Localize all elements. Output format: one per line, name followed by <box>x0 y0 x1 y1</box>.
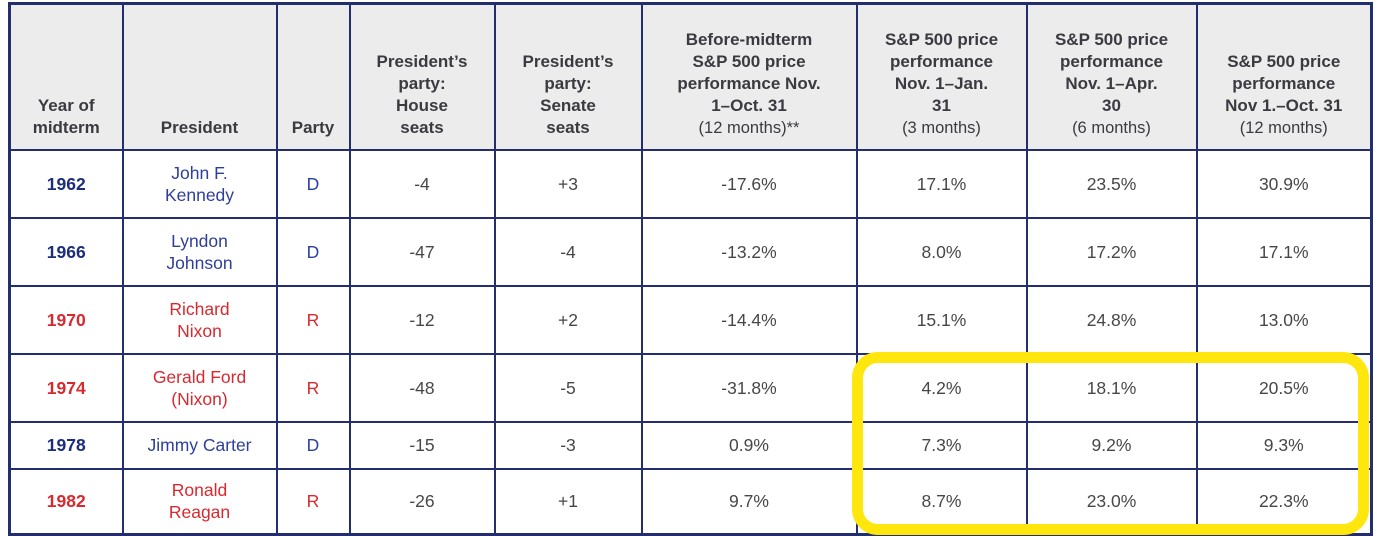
party-cell: R <box>275 467 351 536</box>
party-cell: R <box>275 284 351 355</box>
perf-3mo-cell: 15.1% <box>855 284 1028 355</box>
before-midterm-cell: -13.2% <box>640 216 858 287</box>
perf-3mo-cell: 4.2% <box>855 352 1028 423</box>
perf-12mo-cell: 30.9% <box>1195 148 1373 219</box>
president-cell: Jimmy Carter <box>121 420 278 470</box>
perf-6mo-cell: 9.2% <box>1025 420 1198 470</box>
col-header-3-month-performance: S&P 500 price performance Nov. 1–Jan. 31… <box>855 2 1028 151</box>
house-seats-cell: -15 <box>348 420 496 470</box>
president-cell: John F. Kennedy <box>121 148 278 219</box>
perf-12mo-cell: 22.3% <box>1195 467 1373 536</box>
perf-3mo-cell: 7.3% <box>855 420 1028 470</box>
perf-6mo-cell: 23.5% <box>1025 148 1198 219</box>
party-cell: D <box>275 216 351 287</box>
before-midterm-cell: 9.7% <box>640 467 858 536</box>
before-midterm-cell: -31.8% <box>640 352 858 423</box>
header-title: President <box>160 117 239 137</box>
year-cell: 1978 <box>8 420 124 470</box>
table-row-1966: 1966 Lyndon Johnson D -47 -4 -13.2% 8.0%… <box>8 216 1373 287</box>
table-row-1978: 1978 Jimmy Carter D -15 -3 0.9% 7.3% 9.2… <box>8 420 1373 470</box>
senate-seats-cell: +1 <box>493 467 643 536</box>
perf-6mo-cell: 24.8% <box>1025 284 1198 355</box>
table-row-1962: 1962 John F. Kennedy D -4 +3 -17.6% 17.1… <box>8 148 1373 219</box>
col-header-party: Party <box>275 2 351 151</box>
perf-12mo-cell: 17.1% <box>1195 216 1373 287</box>
party-cell: D <box>275 148 351 219</box>
senate-seats-cell: +2 <box>493 284 643 355</box>
col-header-6-month-performance: S&P 500 price performance Nov. 1–Apr. 30… <box>1025 2 1198 151</box>
header-title: S&P 500 price performance Nov. 1–Apr. 30 <box>1054 29 1169 115</box>
party-cell: R <box>275 352 351 423</box>
perf-12mo-cell: 13.0% <box>1195 284 1373 355</box>
perf-6mo-cell: 17.2% <box>1025 216 1198 287</box>
header-subtitle: (6 months) <box>1072 118 1151 137</box>
house-seats-cell: -4 <box>348 148 496 219</box>
midterm-sp500-table: Year of midterm President Party Presiden… <box>8 2 1373 536</box>
year-cell: 1962 <box>8 148 124 219</box>
header-subtitle: (3 months) <box>902 118 981 137</box>
header-title: President’s party: Senate seats <box>522 51 614 137</box>
header-row: Year of midterm President Party Presiden… <box>8 2 1373 151</box>
before-midterm-cell: -14.4% <box>640 284 858 355</box>
perf-12mo-cell: 20.5% <box>1195 352 1373 423</box>
perf-6mo-cell: 18.1% <box>1025 352 1198 423</box>
col-header-before-midterm-performance: Before-midterm S&P 500 price performance… <box>640 2 858 151</box>
before-midterm-cell: -17.6% <box>640 148 858 219</box>
year-cell: 1982 <box>8 467 124 536</box>
header-subtitle: (12 months)** <box>698 118 800 137</box>
table-row-1974: 1974 Gerald Ford (Nixon) R -48 -5 -31.8%… <box>8 352 1373 423</box>
perf-12mo-cell: 9.3% <box>1195 420 1373 470</box>
senate-seats-cell: -4 <box>493 216 643 287</box>
perf-3mo-cell: 8.7% <box>855 467 1028 536</box>
perf-6mo-cell: 23.0% <box>1025 467 1198 536</box>
party-cell: D <box>275 420 351 470</box>
president-cell: Ronald Reagan <box>121 467 278 536</box>
house-seats-cell: -12 <box>348 284 496 355</box>
year-cell: 1970 <box>8 284 124 355</box>
year-cell: 1974 <box>8 352 124 423</box>
senate-seats-cell: -3 <box>493 420 643 470</box>
header-title: Party <box>291 117 335 137</box>
house-seats-cell: -48 <box>348 352 496 423</box>
senate-seats-cell: +3 <box>493 148 643 219</box>
president-cell: Richard Nixon <box>121 284 278 355</box>
year-cell: 1966 <box>8 216 124 287</box>
table-row-1970: 1970 Richard Nixon R -12 +2 -14.4% 15.1%… <box>8 284 1373 355</box>
table-row-1982: 1982 Ronald Reagan R -26 +1 9.7% 8.7% 23… <box>8 467 1373 536</box>
col-header-year-of-midterm: Year of midterm <box>8 2 124 151</box>
col-header-house-seats: President’s party: House seats <box>348 2 496 151</box>
president-cell: Gerald Ford (Nixon) <box>121 352 278 423</box>
header-title: Before-midterm S&P 500 price performance… <box>677 29 821 115</box>
col-header-12-month-performance: S&P 500 price performance Nov 1.–Oct. 31… <box>1195 2 1373 151</box>
president-cell: Lyndon Johnson <box>121 216 278 287</box>
header-title: S&P 500 price performance Nov 1.–Oct. 31 <box>1225 51 1343 115</box>
house-seats-cell: -47 <box>348 216 496 287</box>
perf-3mo-cell: 17.1% <box>855 148 1028 219</box>
header-title: Year of midterm <box>32 95 100 137</box>
senate-seats-cell: -5 <box>493 352 643 423</box>
perf-3mo-cell: 8.0% <box>855 216 1028 287</box>
header-title: S&P 500 price performance Nov. 1–Jan. 31 <box>884 29 999 115</box>
header-subtitle: (12 months) <box>1239 118 1328 137</box>
before-midterm-cell: 0.9% <box>640 420 858 470</box>
col-header-senate-seats: President’s party: Senate seats <box>493 2 643 151</box>
col-header-president: President <box>121 2 278 151</box>
header-title: President’s party: House seats <box>376 51 468 137</box>
house-seats-cell: -26 <box>348 467 496 536</box>
